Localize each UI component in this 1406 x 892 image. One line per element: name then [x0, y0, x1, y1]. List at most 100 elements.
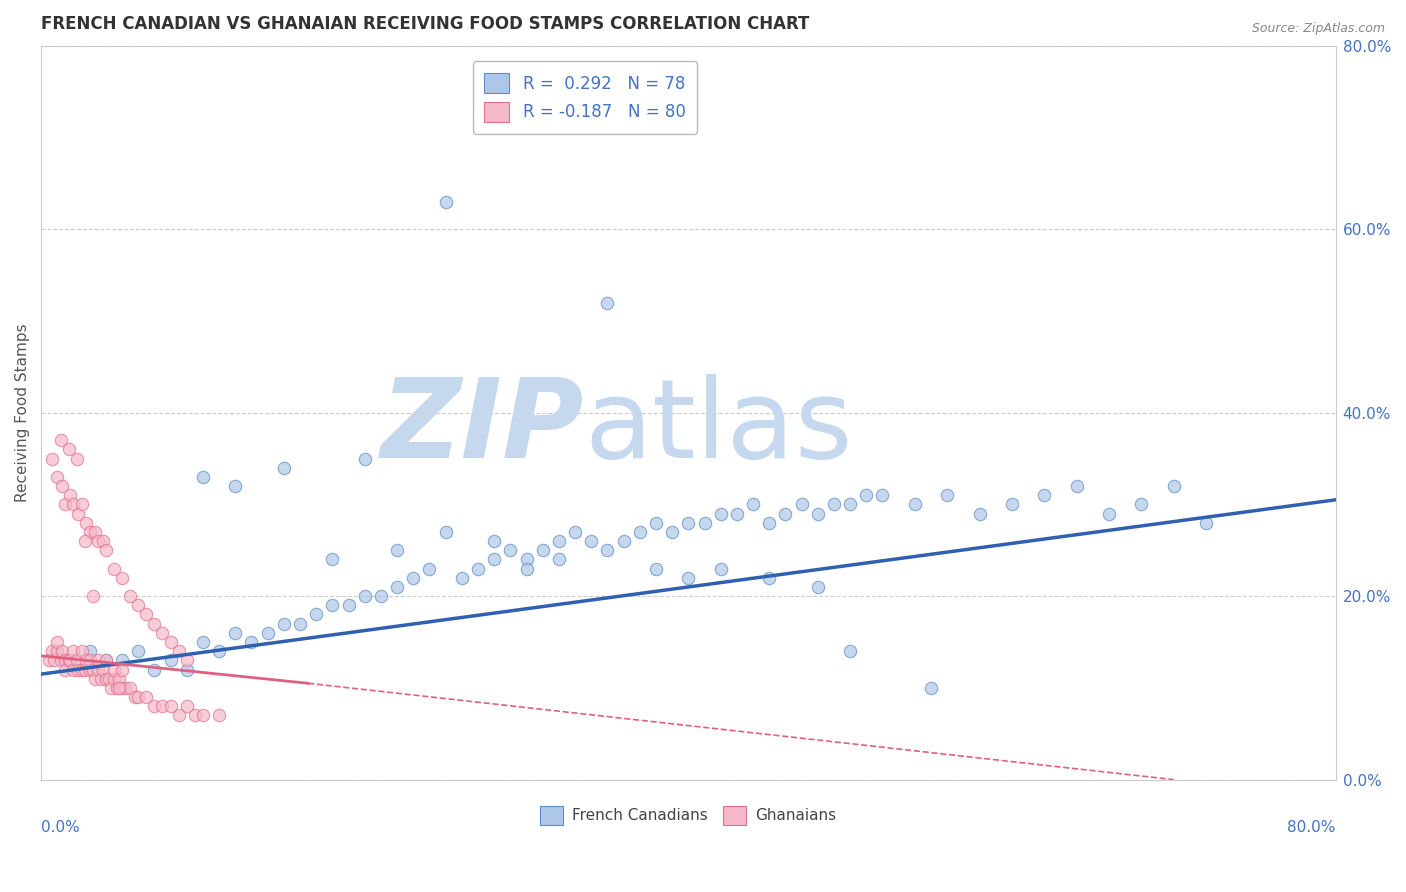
Point	[152, 625, 174, 640]
Point	[66, 451, 89, 466]
Point	[758, 516, 780, 530]
Point	[51, 644, 73, 658]
Point	[515, 561, 537, 575]
Point	[628, 524, 651, 539]
Point	[645, 516, 668, 530]
Point	[184, 708, 207, 723]
Point	[807, 580, 830, 594]
Point	[434, 524, 457, 539]
Point	[208, 708, 231, 723]
Point	[337, 599, 360, 613]
Point	[548, 534, 571, 549]
Point	[143, 663, 166, 677]
Point	[385, 580, 408, 594]
Point	[49, 653, 72, 667]
Point	[191, 635, 214, 649]
Point	[73, 534, 96, 549]
Point	[548, 552, 571, 566]
Point	[758, 571, 780, 585]
Point	[418, 561, 440, 575]
Point	[79, 644, 101, 658]
Point	[67, 663, 90, 677]
Point	[114, 681, 136, 695]
Legend: French Canadians, Ghanaians: French Canadians, Ghanaians	[534, 800, 842, 830]
Point	[191, 708, 214, 723]
Point	[103, 561, 125, 575]
Point	[839, 497, 862, 511]
Point	[596, 543, 619, 558]
Point	[67, 507, 90, 521]
Point	[111, 653, 134, 667]
Text: 80.0%: 80.0%	[1286, 820, 1336, 835]
Point	[515, 552, 537, 566]
Point	[969, 507, 991, 521]
Point	[46, 635, 69, 649]
Point	[111, 663, 134, 677]
Point	[176, 653, 198, 667]
Point	[273, 616, 295, 631]
Point	[87, 534, 110, 549]
Point	[135, 690, 157, 704]
Point	[94, 543, 117, 558]
Point	[143, 616, 166, 631]
Point	[370, 589, 392, 603]
Point	[59, 653, 82, 667]
Point	[273, 460, 295, 475]
Point	[58, 653, 80, 667]
Point	[936, 488, 959, 502]
Point	[41, 644, 63, 658]
Point	[1195, 516, 1218, 530]
Point	[75, 516, 97, 530]
Point	[353, 589, 375, 603]
Point	[775, 507, 797, 521]
Point	[1098, 507, 1121, 521]
Point	[167, 644, 190, 658]
Point	[288, 616, 311, 631]
Point	[1033, 488, 1056, 502]
Point	[839, 644, 862, 658]
Point	[58, 442, 80, 457]
Point	[124, 690, 146, 704]
Point	[79, 653, 101, 667]
Point	[143, 699, 166, 714]
Point	[353, 451, 375, 466]
Point	[41, 451, 63, 466]
Point	[855, 488, 877, 502]
Point	[208, 644, 231, 658]
Point	[596, 295, 619, 310]
Point	[42, 653, 65, 667]
Point	[90, 672, 112, 686]
Point	[83, 524, 105, 539]
Point	[191, 470, 214, 484]
Point	[1163, 479, 1185, 493]
Point	[83, 672, 105, 686]
Point	[693, 516, 716, 530]
Point	[100, 681, 122, 695]
Point	[79, 663, 101, 677]
Point	[661, 524, 683, 539]
Point	[564, 524, 586, 539]
Point	[55, 653, 77, 667]
Point	[70, 644, 93, 658]
Point	[79, 524, 101, 539]
Point	[38, 653, 60, 667]
Point	[51, 479, 73, 493]
Point	[87, 663, 110, 677]
Point	[872, 488, 894, 502]
Point	[531, 543, 554, 558]
Point	[305, 607, 328, 622]
Point	[823, 497, 845, 511]
Point	[710, 507, 733, 521]
Point	[66, 653, 89, 667]
Point	[167, 708, 190, 723]
Point	[790, 497, 813, 511]
Point	[103, 672, 125, 686]
Point	[91, 534, 114, 549]
Text: ZIP: ZIP	[381, 374, 585, 481]
Point	[1066, 479, 1088, 493]
Point	[256, 625, 278, 640]
Point	[385, 543, 408, 558]
Point	[710, 561, 733, 575]
Point	[159, 653, 181, 667]
Point	[49, 433, 72, 447]
